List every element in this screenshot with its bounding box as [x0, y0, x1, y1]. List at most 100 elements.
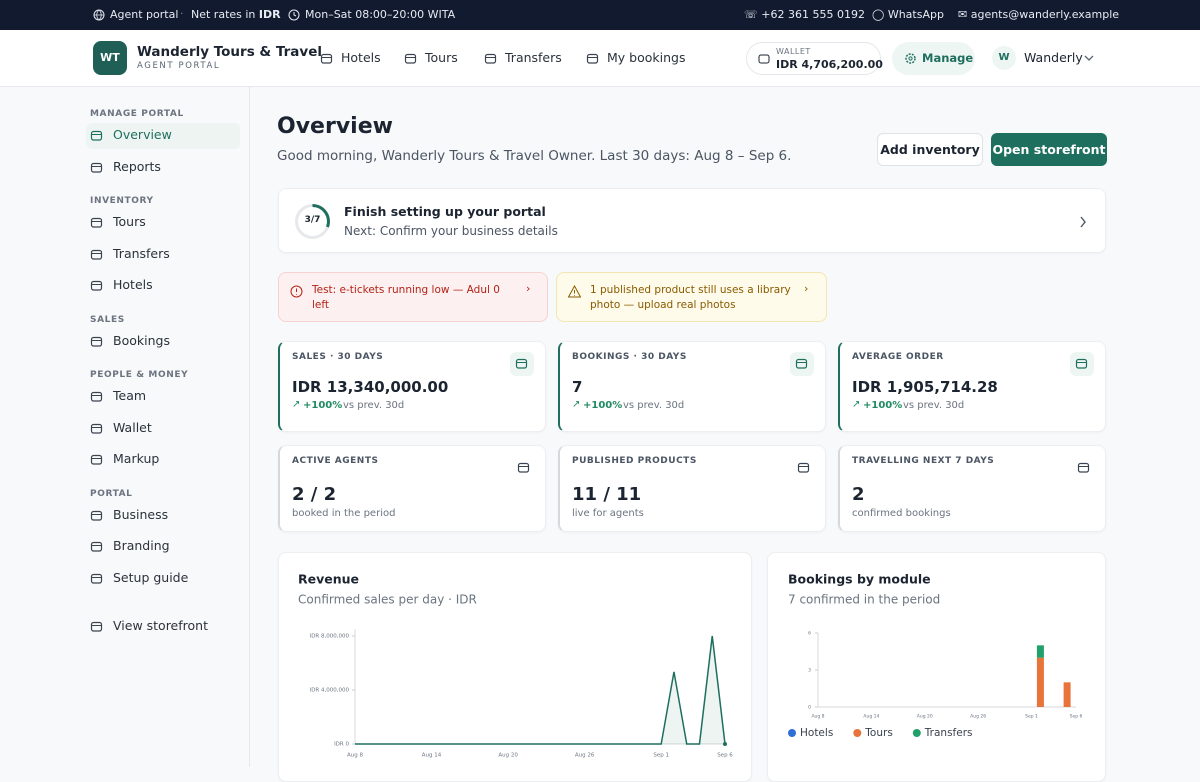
- alert-photos[interactable]: 1 published product still uses a library…: [556, 272, 827, 322]
- alert-text: 1 published product still uses a library…: [590, 284, 791, 311]
- side-link[interactable]: Branding: [113, 538, 170, 553]
- add-inventory-button[interactable]: Add inventory: [877, 133, 983, 166]
- view-storefront[interactable]: View storefront: [113, 618, 208, 633]
- separator: ·: [180, 7, 184, 20]
- stat-icon: [1077, 462, 1090, 473]
- side-link[interactable]: Overview: [113, 127, 172, 142]
- stat-note: vs prev. 30d: [903, 400, 965, 411]
- trend-arrow: ↗: [572, 399, 581, 410]
- side-icon: [90, 130, 103, 141]
- gear-icon: [905, 53, 916, 64]
- manage-button[interactable]: Manage: [892, 42, 975, 75]
- stat-label: ACTIVE AGENTS: [292, 456, 379, 466]
- alert-tickets[interactable]: Test: e-tickets running low — Adul 0 lef…: [278, 272, 548, 322]
- stat-label: AVERAGE ORDER: [852, 352, 944, 362]
- external-icon: [90, 621, 103, 632]
- chevron-down[interactable]: [1084, 54, 1094, 62]
- wallet-icon: [758, 54, 770, 64]
- globe-icon: [93, 9, 105, 21]
- rates-label: Net rates in IDR: [191, 8, 281, 21]
- stat-label: SALES · 30 DAYS: [292, 352, 384, 362]
- nav-link[interactable]: My bookings: [607, 50, 686, 65]
- side-link[interactable]: Bookings: [113, 332, 170, 348]
- section-title: MANAGE PORTAL: [90, 109, 184, 119]
- section-title: PEOPLE & MONEY: [90, 370, 189, 380]
- stat-label: TRAVELLING NEXT 7 DAYS: [852, 456, 995, 466]
- tagline: AGENT PORTAL: [137, 61, 221, 71]
- bookings-card: [767, 552, 1106, 782]
- stat-note: vs prev. 30d: [343, 400, 405, 411]
- side-link[interactable]: Tours: [113, 214, 146, 229]
- chevron-right: [1080, 216, 1086, 228]
- side-link[interactable]: Markup: [113, 451, 160, 466]
- brand: Wanderly Tours & Travel: [137, 44, 322, 60]
- section-title: SALES: [90, 314, 125, 325]
- email[interactable]: ✉ agents@wanderly.example: [958, 8, 1120, 21]
- stat-change: +100%: [863, 400, 903, 411]
- email-text: agents@wanderly.example: [970, 8, 1120, 21]
- page-subtitle: Good morning, Wanderly Tours & Travel Ow…: [277, 148, 792, 164]
- chevron-right: ›: [804, 282, 809, 295]
- side-link[interactable]: Hotels: [113, 277, 153, 292]
- stat-icon: [1075, 358, 1088, 369]
- stat-value: 2: [852, 484, 865, 505]
- side-link[interactable]: Team: [113, 388, 147, 403]
- setup-next: Next: Confirm your business details: [344, 224, 558, 238]
- nav-link[interactable]: Transfers: [505, 50, 562, 65]
- stat-card: SALES · 30 DAYS IDR 13,340,000.00 ↗ +100% vs…: [278, 341, 546, 432]
- whatsapp-text: WhatsApp: [887, 8, 944, 21]
- avatar[interactable]: W: [992, 46, 1016, 70]
- side-icon: [90, 217, 103, 228]
- alert-icon: [290, 285, 303, 298]
- section-title: INVENTORY: [90, 196, 154, 206]
- currency: IDR: [258, 8, 281, 21]
- user-name[interactable]: Wanderly: [1024, 50, 1083, 65]
- phone-text: +62 361 555 0192: [761, 8, 865, 21]
- portal-label: Agent portal: [110, 8, 179, 21]
- side-link[interactable]: Business: [113, 506, 169, 522]
- trend-arrow: ↗: [852, 399, 861, 410]
- open-storefront-button[interactable]: Open storefront: [991, 133, 1107, 166]
- stat-value: IDR 1,905,714.28: [852, 378, 998, 396]
- stat-change: +100%: [303, 400, 343, 411]
- stat-value: 7: [572, 378, 583, 396]
- hours: Mon–Sat 08:00–20:00 WITA: [305, 8, 456, 21]
- side-icon: [90, 162, 103, 173]
- stat-change: +100%: [583, 400, 623, 411]
- stat-value: 2 / 2: [292, 484, 337, 505]
- side-link[interactable]: Setup guide: [113, 569, 189, 585]
- stat-label: BOOKINGS · 30 DAYS: [572, 352, 687, 362]
- header: WT Wanderly Tours & Travel AGENT PORTAL …: [0, 30, 1200, 87]
- side-link[interactable]: Wallet: [113, 419, 152, 435]
- nav-link[interactable]: Tours: [425, 50, 458, 65]
- clock-icon: [288, 9, 300, 21]
- active-highlight: [86, 123, 240, 149]
- stat-icon: [797, 462, 810, 473]
- wallet-label: WALLET: [776, 47, 811, 56]
- warning-icon: [568, 285, 581, 298]
- progress-ring: [295, 204, 330, 239]
- trend-arrow: ↗: [292, 399, 301, 410]
- wallet-pill[interactable]: WALLET IDR 4,706,200.00: [746, 42, 883, 75]
- side-icon: [90, 510, 103, 521]
- setup-card[interactable]: 3/7 Finish setting up your portal Next: …: [278, 188, 1106, 253]
- nav-icon: [484, 53, 497, 64]
- side-icon: [90, 573, 103, 584]
- side-icon: [90, 249, 103, 260]
- stat-note: booked in the period: [292, 508, 396, 519]
- whatsapp[interactable]: ◯ WhatsApp: [872, 8, 944, 21]
- stat-card: AVERAGE ORDER IDR 1,905,714.28 ↗ +100% vs pr…: [838, 341, 1106, 432]
- nav-link[interactable]: Hotels: [341, 50, 381, 65]
- logo[interactable]: WT: [93, 41, 127, 75]
- side-link[interactable]: Transfers: [113, 245, 170, 261]
- stat-card: BOOKINGS · 30 DAYS 7 ↗ +100% vs prev. 30d: [558, 341, 826, 432]
- phone[interactable]: ☏ +62 361 555 0192: [744, 8, 865, 21]
- stat-note: confirmed bookings: [852, 508, 951, 519]
- stat-icon: [517, 462, 530, 473]
- side-link[interactable]: Reports: [113, 158, 161, 174]
- stat-label: PUBLISHED PRODUCTS: [572, 456, 697, 466]
- side-icon: [90, 336, 103, 347]
- stat-icon: [795, 358, 808, 369]
- side-icon: [90, 391, 103, 402]
- section-title: PORTAL: [90, 488, 133, 499]
